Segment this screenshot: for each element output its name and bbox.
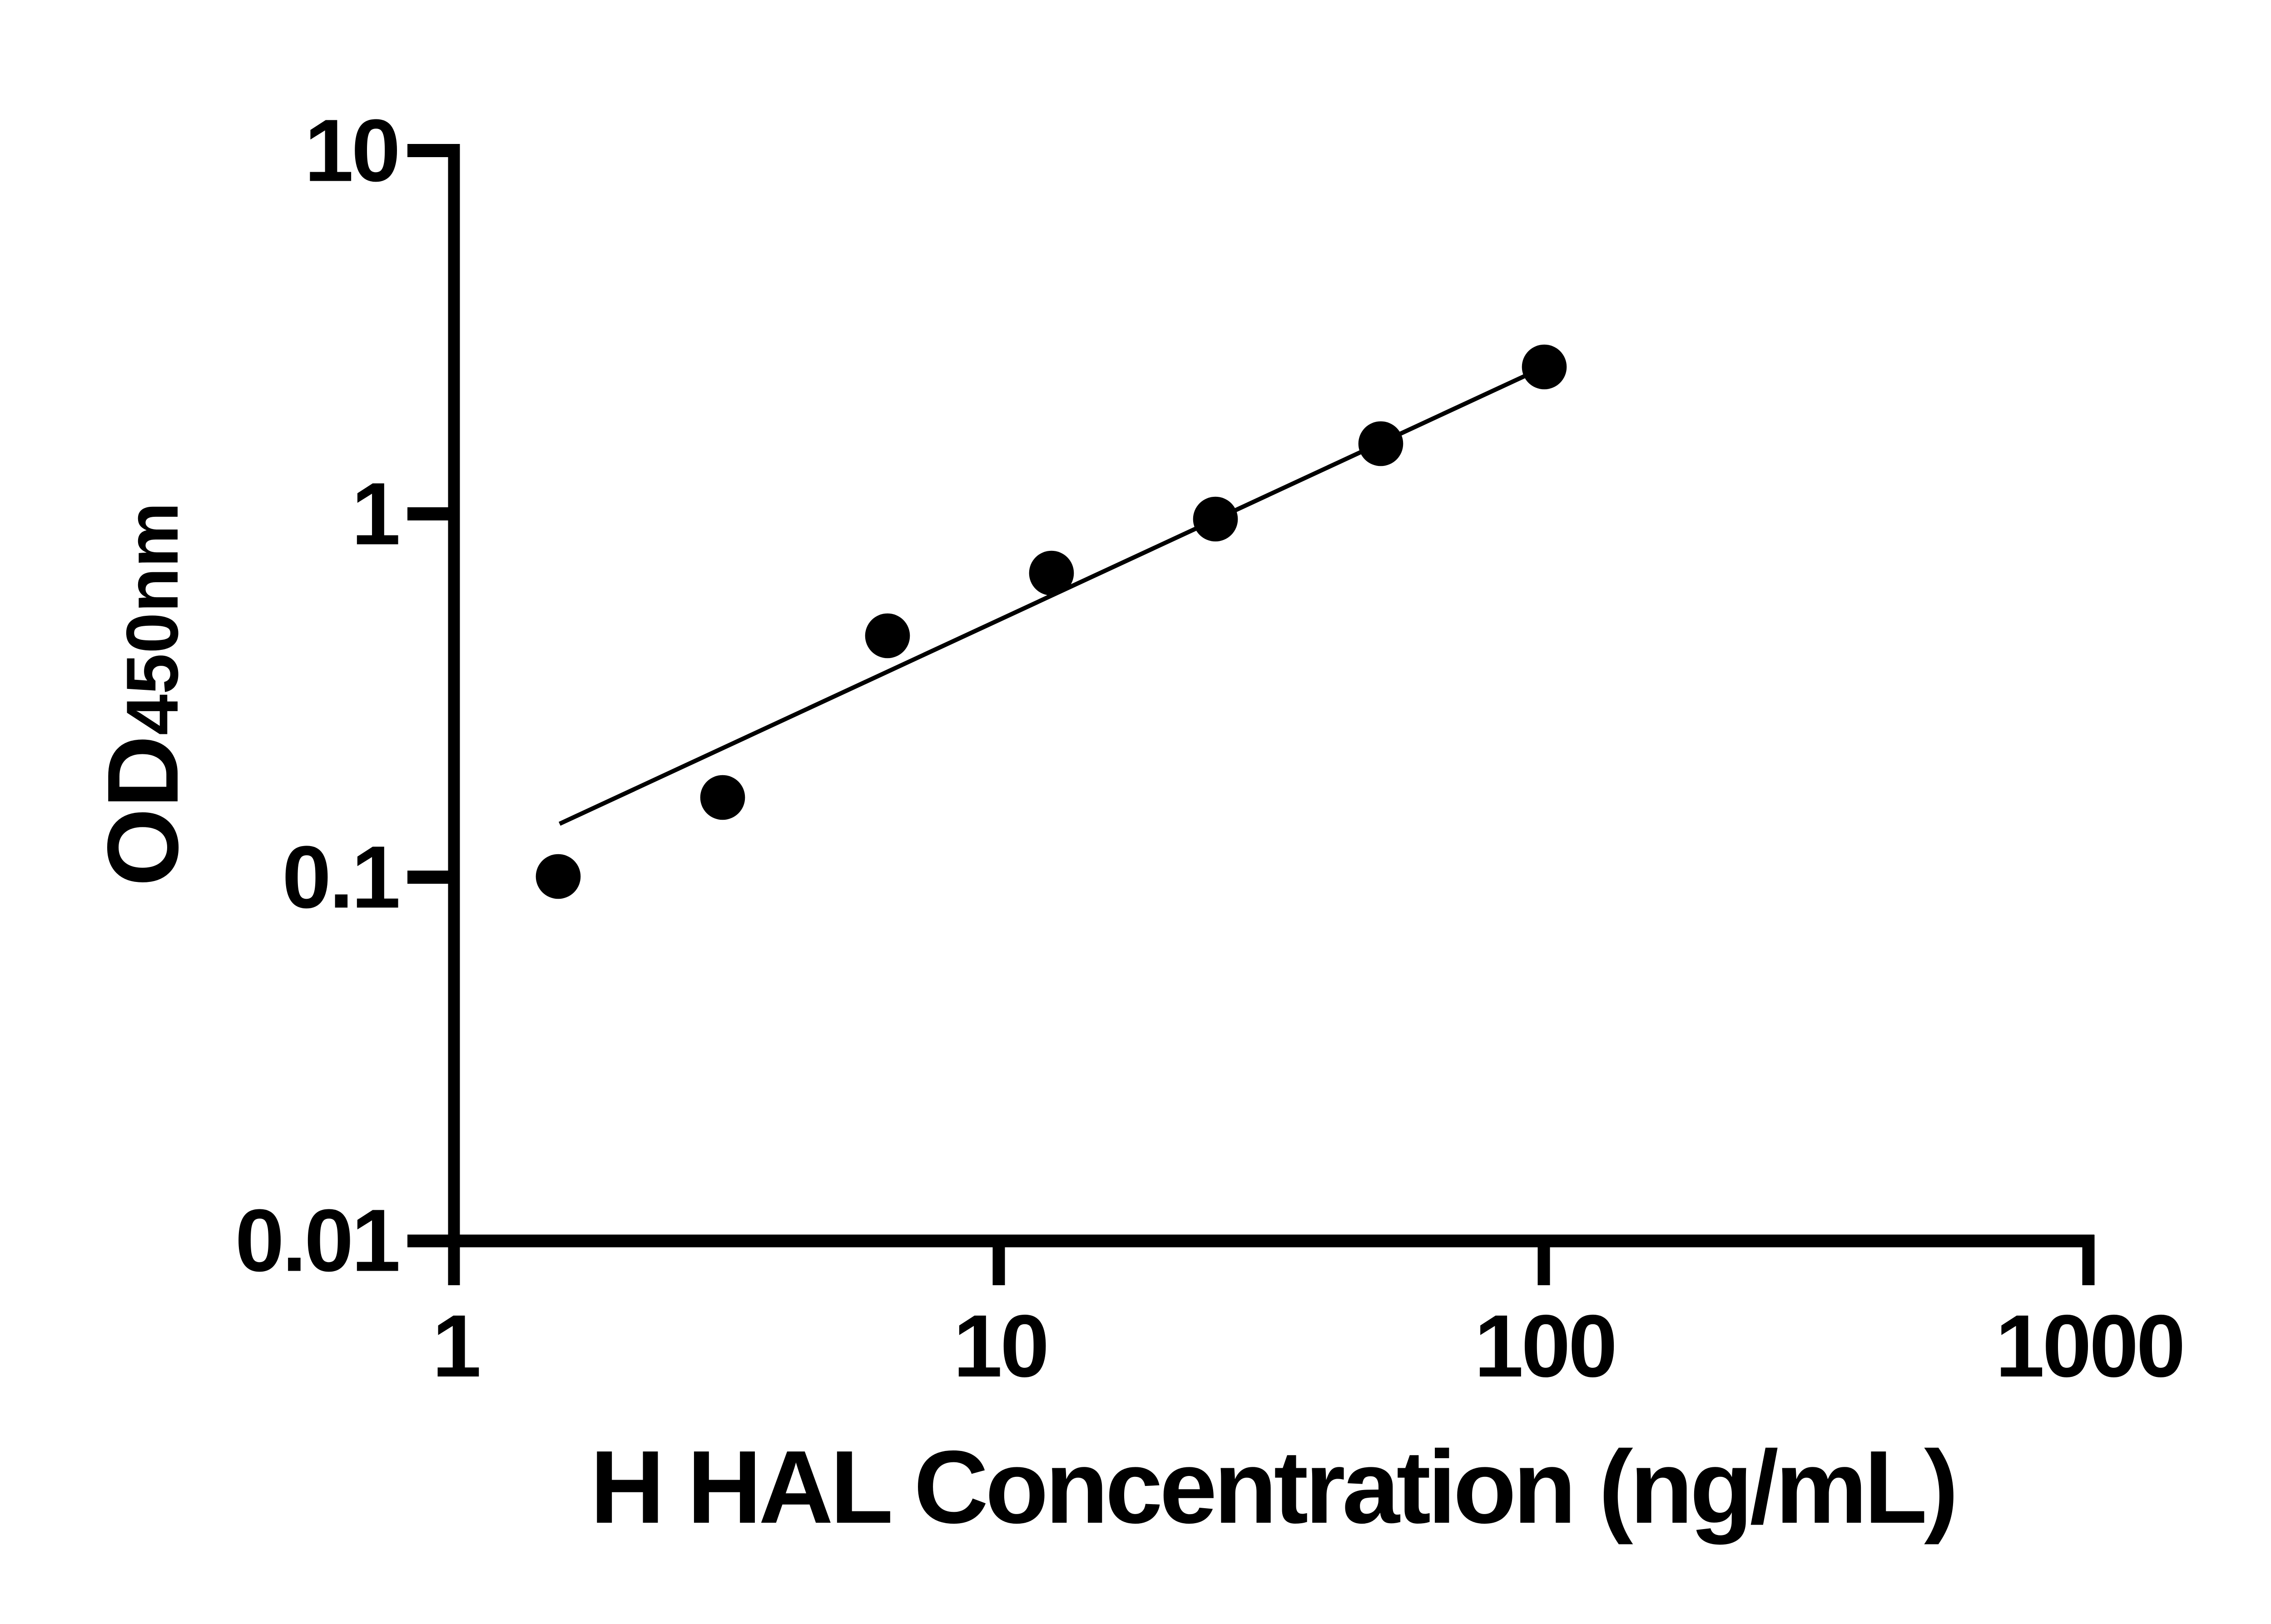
svg-text:10: 10 xyxy=(953,1297,1047,1396)
svg-text:1000: 1000 xyxy=(1995,1297,2183,1396)
svg-text:1: 1 xyxy=(432,1297,479,1396)
svg-text:10: 10 xyxy=(304,101,398,200)
svg-text:0.1: 0.1 xyxy=(282,828,399,927)
svg-text:100: 100 xyxy=(1474,1297,1615,1396)
svg-text:OD450nm: OD450nm xyxy=(87,502,199,886)
svg-text:H HAL Concentration (ng/mL): H HAL Concentration (ng/mL) xyxy=(590,1430,1955,1545)
svg-text:1: 1 xyxy=(352,465,399,564)
svg-text:0.01: 0.01 xyxy=(235,1191,398,1290)
